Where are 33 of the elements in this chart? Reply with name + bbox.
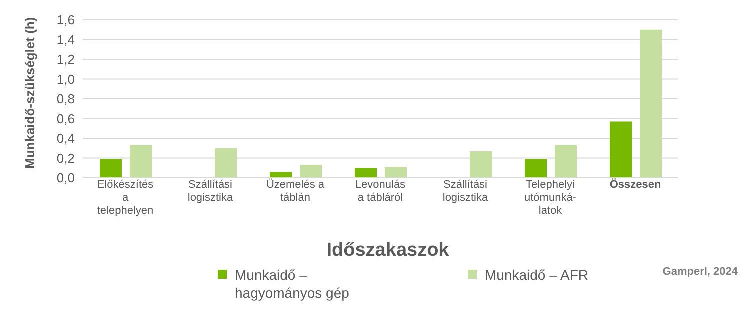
- x-tick-label: Levonulás a tábláról: [355, 179, 406, 204]
- y-tick-label: 0,4: [56, 131, 75, 146]
- x-tick-label: Telephelyi utómunká- latok: [524, 179, 577, 217]
- y-tick-label: 1,4: [56, 32, 75, 48]
- bar: [470, 151, 492, 178]
- bar: [270, 172, 292, 178]
- legend-label: Munkaidő – hagyományos gép: [235, 266, 350, 302]
- y-tick-label: 0,8: [56, 92, 75, 107]
- legend-label: Munkaidő – AFR: [485, 266, 588, 284]
- bar: [300, 165, 322, 178]
- bar: [355, 168, 377, 178]
- y-tick-label: 1,0: [56, 72, 75, 87]
- bar: [610, 122, 632, 178]
- x-tick-label: Üzemelés a táblán: [266, 178, 326, 204]
- x-tick-label: Előkészítés a telephelyen: [97, 179, 154, 217]
- text: Gamperl, 2024: [662, 266, 738, 278]
- bar: [385, 167, 407, 178]
- y-tick-label: 1,2: [56, 52, 75, 68]
- x-tick-label: Összesen: [610, 178, 662, 191]
- y-tick-label: 0,6: [56, 111, 75, 126]
- bar: [215, 148, 237, 178]
- y-tick-label: 1,6: [56, 12, 75, 28]
- bar: [130, 145, 152, 178]
- x-tick-label: Szállítási logisztika: [442, 179, 489, 204]
- bar: [100, 159, 122, 178]
- y-tick-label: 0,2: [56, 150, 75, 166]
- x-axis-title: Időszakaszok: [326, 240, 450, 262]
- bar: [640, 30, 662, 178]
- bar: [525, 159, 547, 178]
- y-tick-label: 0,0: [56, 170, 75, 186]
- bar: [555, 145, 577, 178]
- y-axis-title: Munkaidő-szükséglet (h): [22, 17, 38, 169]
- x-tick-label: Szállítási logisztika: [188, 179, 234, 204]
